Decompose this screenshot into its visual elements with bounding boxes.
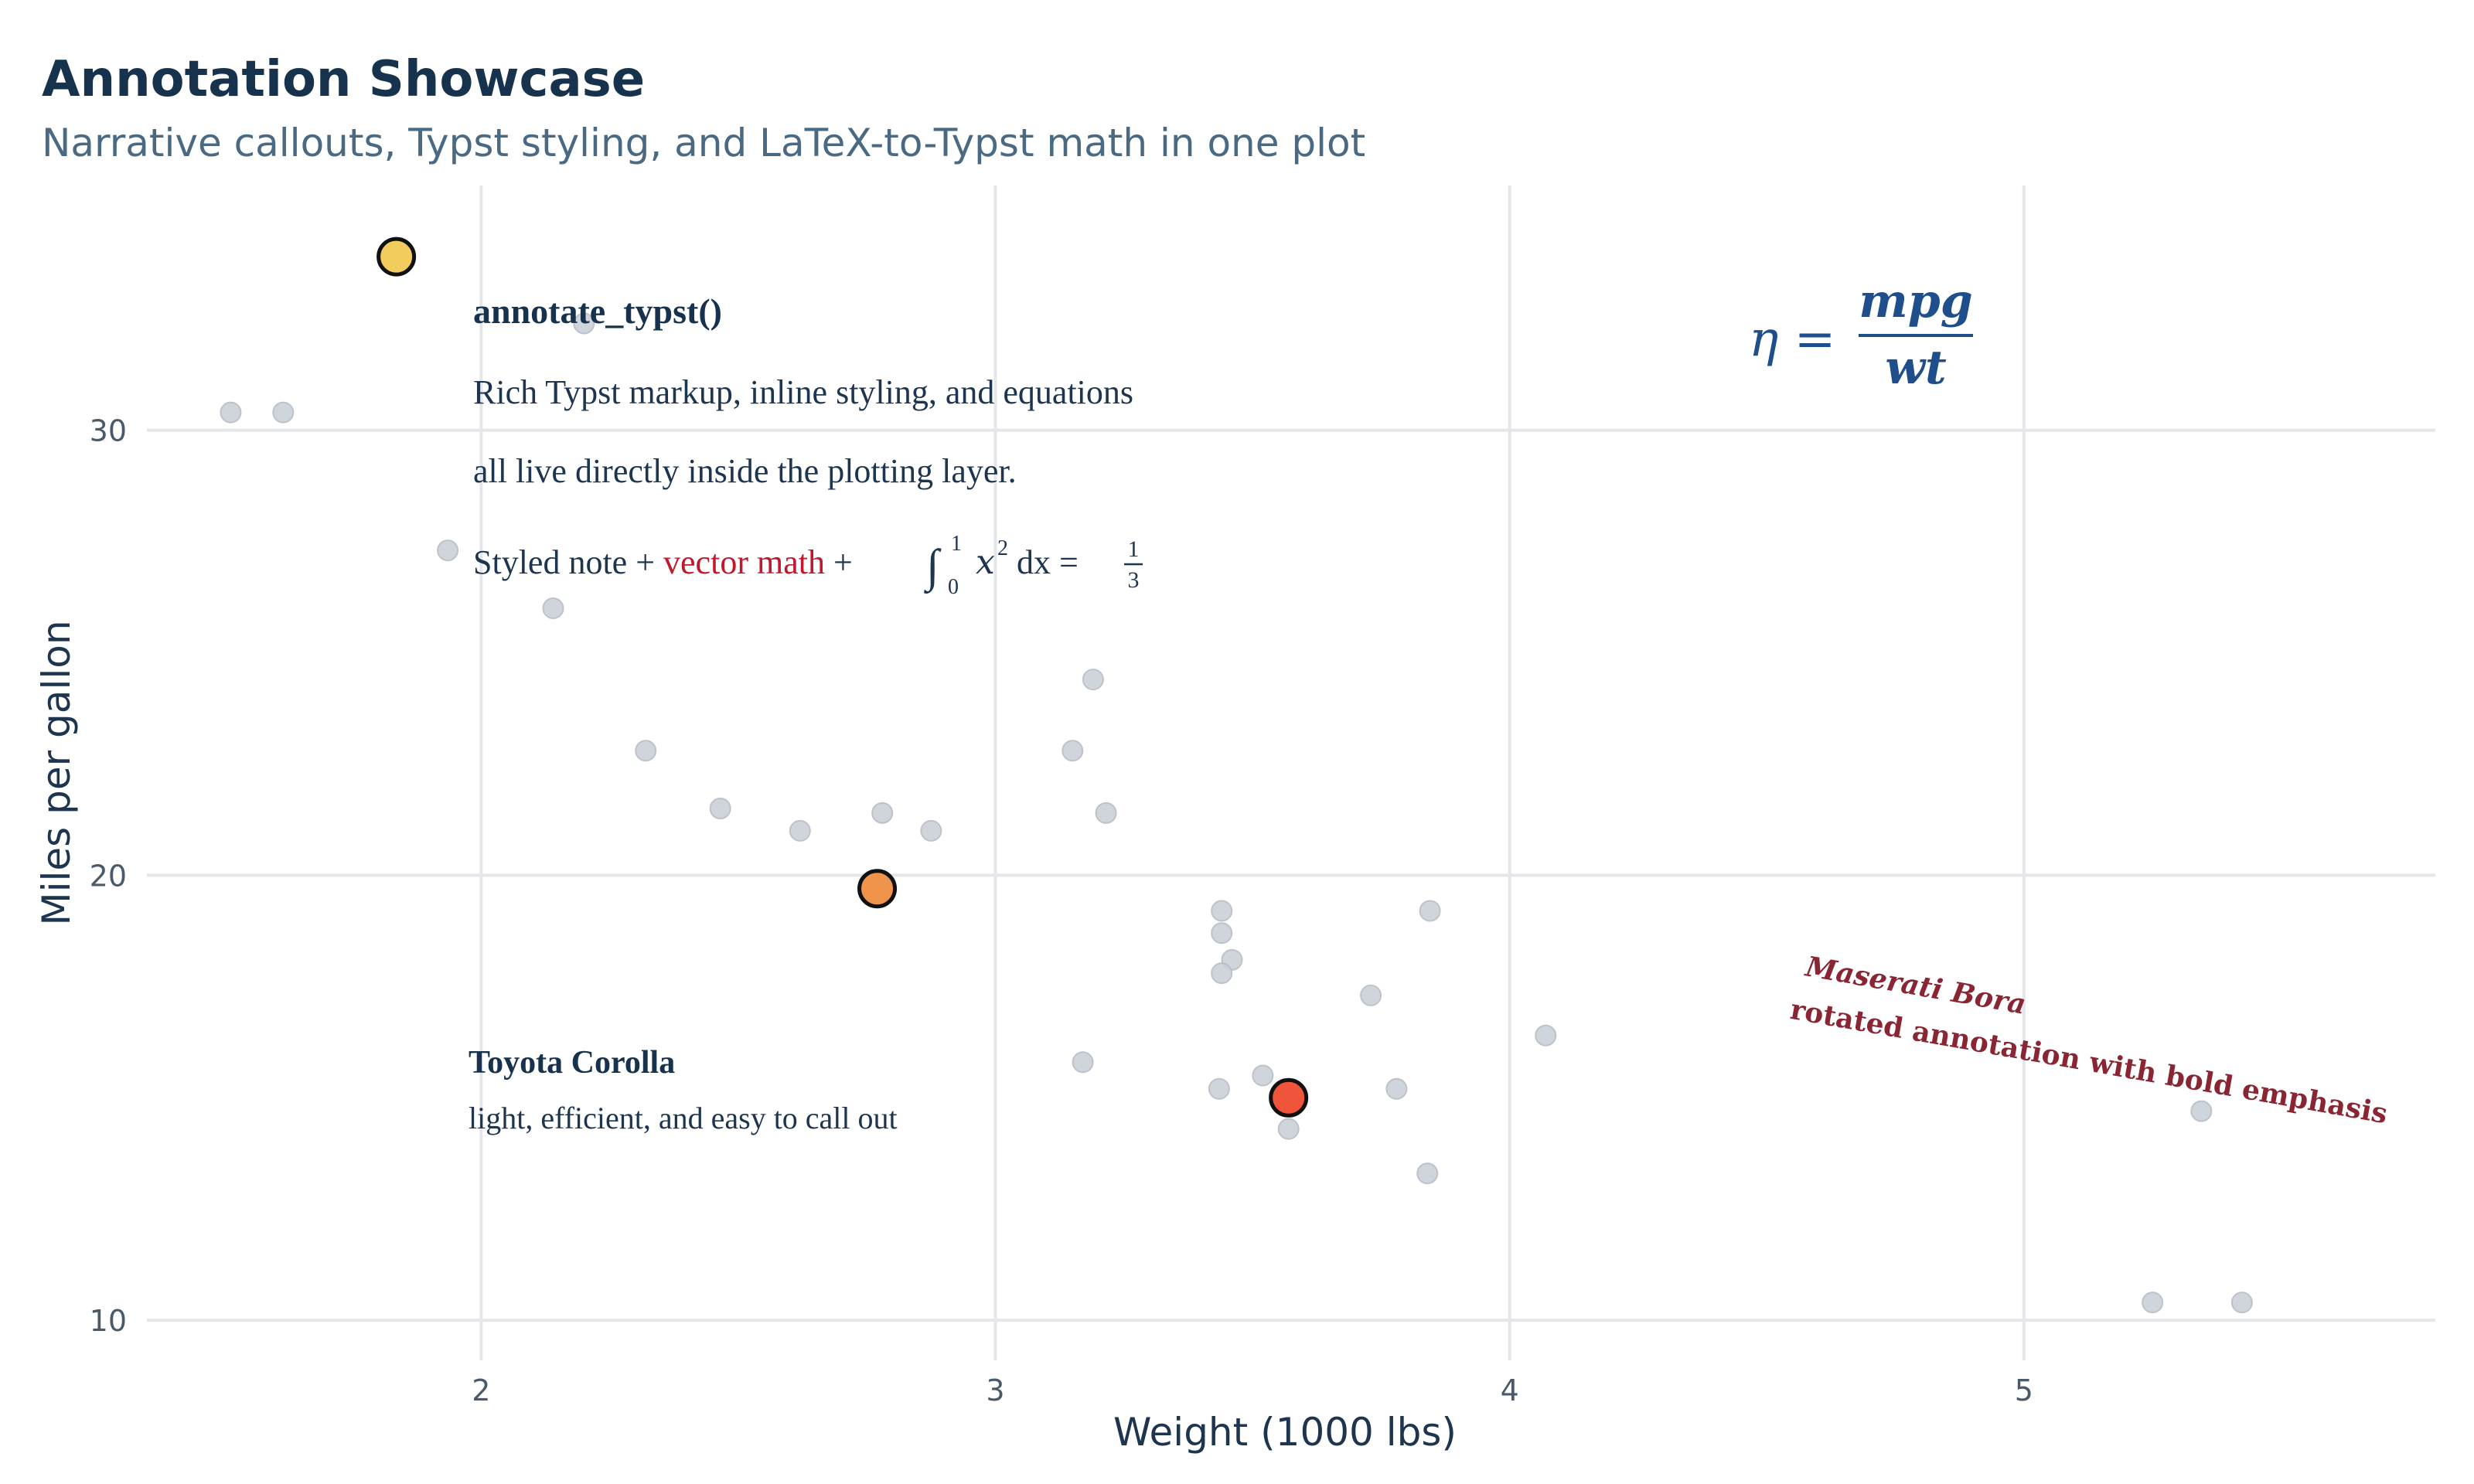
highlight-point-3 [1269, 1077, 1309, 1118]
x-axis-title: Weight (1000 lbs) [1113, 1410, 1457, 1455]
data-point [1360, 984, 1382, 1006]
fraction-numerator: 1 [1128, 536, 1140, 562]
y-axis-title: Miles per gallon [34, 620, 79, 925]
data-point [1211, 962, 1233, 985]
grid [147, 186, 2435, 1360]
data-point [709, 798, 731, 820]
data-point [1082, 669, 1104, 691]
data-point [437, 539, 459, 562]
integral-lower: 0 [948, 575, 959, 599]
data-point [1095, 802, 1117, 824]
points [220, 312, 2253, 1314]
data-point [1535, 1024, 1557, 1047]
data-point [1062, 740, 1084, 762]
data-point [1277, 1118, 1300, 1140]
highlight-points [377, 237, 1309, 1118]
data-point [1385, 1077, 1408, 1100]
y-tick-label-20: 20 [90, 859, 127, 893]
highlight-point-2 [857, 869, 898, 909]
equation-denominator: wt [1885, 341, 1947, 395]
equation-lhs: η = [1749, 311, 1835, 368]
maserati-annotation: Maserati Bora rotated annotation with bo… [1788, 950, 2391, 1130]
chart-title: Annotation Showcase [42, 51, 645, 108]
data-point [220, 401, 242, 424]
integral-body: x [976, 543, 995, 582]
maserati-line-2: rotated annotation with bold emphasis [1788, 993, 2391, 1130]
corolla-body: light, efficient, and easy to call out [469, 1101, 898, 1135]
data-point [2190, 1100, 2213, 1122]
data-point [2142, 1292, 2164, 1314]
typst-heading: annotate_typst() [473, 291, 722, 331]
styled-red-text: vector math [663, 543, 825, 581]
data-point [2230, 1292, 2253, 1314]
equation-numerator: mpg [1859, 274, 1972, 328]
x-tick-label-3: 3 [986, 1373, 1004, 1407]
x-tick-label-4: 4 [1501, 1373, 1519, 1407]
corolla-heading: Toyota Corolla [469, 1045, 675, 1081]
data-point [573, 312, 595, 335]
integral-dx: dx = [1008, 543, 1087, 581]
data-point [871, 802, 894, 824]
styled-note: Styled note + vector math + [473, 543, 853, 581]
data-point [920, 819, 942, 842]
data-point [1416, 1162, 1439, 1185]
data-point [1072, 1051, 1094, 1074]
integral-upper: 1 [951, 532, 962, 556]
data-point [542, 597, 564, 619]
data-point [1419, 900, 1441, 922]
fraction-denominator: 3 [1128, 567, 1140, 593]
data-point [789, 819, 811, 842]
y-tick-label-30: 30 [90, 414, 127, 448]
typst-line-1: Rich Typst markup, inline styling, and e… [473, 373, 1133, 411]
highlight-point-1 [377, 237, 417, 277]
data-point [635, 740, 657, 762]
typst-line-2: all live directly inside the plotting la… [473, 452, 1017, 490]
integral-sign: ∫ [924, 540, 942, 594]
styled-prefix: Styled note + [473, 543, 663, 581]
data-point [1211, 900, 1233, 922]
x-tick-label-5: 5 [2015, 1373, 2033, 1407]
chart-subtitle: Narrative callouts, Typst styling, and L… [42, 121, 1365, 165]
data-point [1211, 922, 1233, 945]
integral-exponent: 2 [997, 536, 1008, 560]
y-tick-label-10: 10 [90, 1304, 127, 1338]
data-point [1208, 1077, 1230, 1100]
data-point [272, 401, 295, 424]
styled-suffix: + [825, 543, 853, 581]
x-tick-label-2: 2 [472, 1373, 490, 1407]
data-point [1252, 1064, 1274, 1087]
